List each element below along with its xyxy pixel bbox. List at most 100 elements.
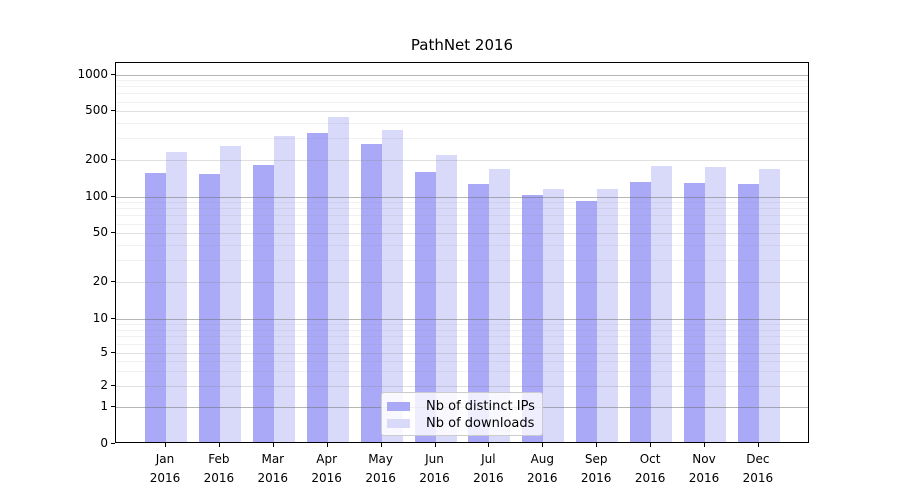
- bar-ips-may: [360, 143, 382, 442]
- y-axis-tick-mark: [111, 443, 115, 444]
- bar-ips-oct: [630, 181, 652, 442]
- y-axis-tick-label: 100: [85, 188, 108, 203]
- y-axis-tick-mark: [111, 195, 115, 197]
- gridline: [116, 86, 808, 88]
- y-axis-tick-label: 2: [100, 378, 108, 392]
- y-axis-tick-label: 10: [92, 310, 108, 325]
- gridline: [116, 353, 808, 354]
- bar-downloads-oct: [651, 166, 673, 442]
- gridline: [116, 159, 808, 161]
- x-axis-tick-mark: [326, 443, 328, 447]
- bar-downloads-apr: [327, 116, 349, 442]
- x-tick-month: Apr: [316, 452, 338, 466]
- legend-item: Nb of downloads: [387, 415, 542, 432]
- gridline: [116, 215, 808, 217]
- bar-ips-jul: [468, 184, 490, 442]
- y-axis-tick-mark: [111, 280, 115, 282]
- gridline: [116, 74, 808, 76]
- bar-downloads-mar: [273, 136, 295, 442]
- x-axis-tick-label: Apr 2016: [297, 450, 357, 488]
- bar-ips-feb: [198, 173, 220, 442]
- legend-label: Nb of distinct IPs: [426, 399, 535, 414]
- x-tick-year: 2016: [419, 471, 450, 485]
- plot-area: [115, 62, 809, 443]
- x-axis-tick-mark: [218, 443, 220, 447]
- gridline: [116, 245, 808, 247]
- y-axis-tick-label: 5: [100, 345, 108, 359]
- gridline: [116, 138, 808, 140]
- y-axis-tick-mark: [111, 73, 115, 75]
- x-axis-tick-label: May 2016: [351, 450, 411, 488]
- x-axis-tick-mark: [757, 443, 759, 447]
- x-tick-year: 2016: [311, 471, 342, 485]
- gridline: [116, 123, 808, 125]
- x-axis-tick-label: Feb 2016: [189, 450, 249, 488]
- x-axis-tick-mark: [488, 443, 490, 447]
- x-axis-tick-label: Jun 2016: [405, 450, 465, 488]
- x-axis-tick-label: Oct 2016: [620, 450, 680, 488]
- x-tick-year: 2016: [473, 471, 504, 485]
- x-tick-year: 2016: [580, 471, 612, 485]
- bar-ips-nov: [684, 182, 705, 442]
- bar-downloads-jun: [435, 154, 457, 442]
- x-axis-tick-mark: [704, 443, 705, 447]
- x-axis-tick-mark: [434, 443, 436, 447]
- gridline: [116, 260, 808, 262]
- y-axis-tick-mark: [111, 352, 115, 353]
- bar-downloads-dec: [758, 169, 780, 442]
- x-tick-month: Mar: [261, 452, 285, 466]
- y-axis-tick-label: 500: [85, 103, 108, 118]
- y-axis-tick-label: 50: [92, 225, 108, 240]
- bar-downloads-nov: [705, 167, 726, 442]
- x-tick-year: 2016: [688, 471, 720, 485]
- y-axis-tick-label: 1000: [77, 66, 108, 81]
- bar-ips-sep: [576, 201, 598, 442]
- x-tick-month: Nov: [692, 452, 716, 466]
- gridline: [116, 111, 808, 113]
- gridline: [116, 80, 808, 82]
- gridline: [116, 318, 808, 320]
- x-tick-year: 2016: [742, 471, 774, 485]
- y-axis-tick-mark: [111, 158, 115, 160]
- y-axis-tick-label: 200: [85, 151, 108, 166]
- legend-swatch: [387, 402, 410, 411]
- x-axis-tick-label: Jul 2016: [458, 450, 518, 488]
- gridline: [116, 361, 808, 363]
- x-axis-tick-label: Mar 2016: [243, 450, 303, 488]
- x-axis-tick-mark: [650, 443, 652, 447]
- gridline: [116, 386, 808, 387]
- bar-downloads-feb: [219, 146, 241, 442]
- legend: Nb of distinct IPs Nb of downloads: [381, 392, 543, 436]
- y-axis-tick-mark: [111, 385, 115, 386]
- x-axis-tick-label: Nov 2016: [674, 450, 734, 488]
- x-axis-tick-label: Dec 2016: [728, 450, 788, 488]
- bar-downloads-sep: [597, 188, 619, 442]
- bar-ips-jan: [145, 173, 166, 442]
- x-tick-year: 2016: [203, 471, 235, 485]
- bar-downloads-jul: [489, 169, 511, 442]
- y-axis-tick-label: 20: [92, 273, 108, 288]
- gridline: [116, 281, 808, 283]
- x-tick-month: Feb: [208, 452, 230, 466]
- gridline: [116, 202, 808, 204]
- bar-downloads-jan: [166, 152, 187, 442]
- bar-ips-apr: [306, 132, 328, 442]
- x-tick-month: May: [368, 452, 393, 466]
- legend-item: Nb of distinct IPs: [387, 398, 542, 415]
- x-tick-month: Jun: [425, 452, 444, 466]
- x-axis-tick-mark: [380, 443, 382, 447]
- legend-label: Nb of downloads: [426, 416, 535, 431]
- bar-ips-mar: [252, 164, 274, 442]
- x-axis-tick-mark: [542, 443, 544, 447]
- bar-ips-aug: [522, 194, 544, 442]
- x-axis-tick-label: Sep 2016: [566, 450, 626, 488]
- gridline: [116, 336, 808, 338]
- bar-downloads-may: [381, 129, 403, 442]
- gridline: [116, 233, 808, 235]
- bar-ips-dec: [737, 183, 759, 442]
- x-tick-year: 2016: [634, 471, 666, 485]
- x-tick-month: Dec: [746, 452, 770, 466]
- y-axis-tick-mark: [111, 406, 115, 407]
- x-tick-month: Aug: [530, 452, 555, 466]
